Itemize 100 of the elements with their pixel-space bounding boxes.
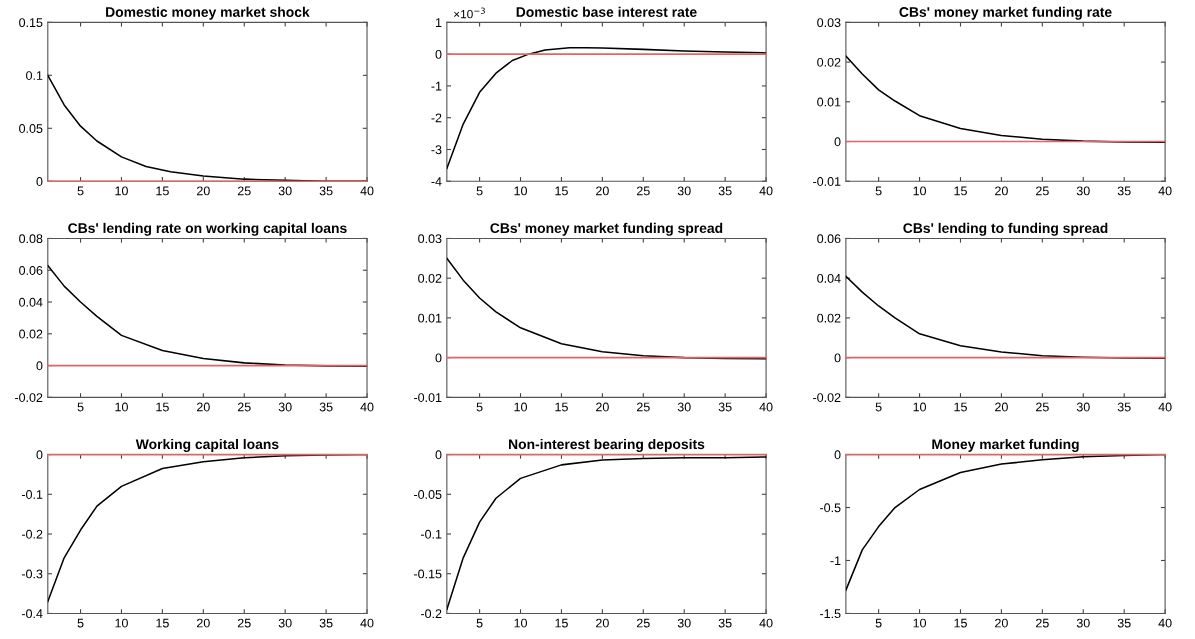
y-tick-label: -0.1 <box>21 490 43 499</box>
x-tick-label: 15 <box>954 186 967 196</box>
chart-title: Money market funding <box>932 438 1079 452</box>
y-tick-label: 0 <box>435 450 442 460</box>
y-tick-label: 0.1 <box>26 71 43 80</box>
y-tick-label: -2 <box>431 113 442 123</box>
y-tick-label: 0.04 <box>19 297 43 307</box>
x-tick-label: 5 <box>77 402 84 412</box>
x-tick-label: 30 <box>278 402 292 412</box>
x-tick-label: 25 <box>237 618 251 628</box>
line-series <box>446 456 767 611</box>
chart-title: Domestic base interest rate <box>516 6 697 17</box>
y-tick-label: -1.5 <box>820 609 841 619</box>
x-tick-label: 10 <box>913 186 927 196</box>
x-tick-label: 40 <box>360 186 374 196</box>
x-tick-label: 10 <box>514 186 527 196</box>
y-tick-label: 1 <box>435 18 442 27</box>
x-tick-label: 25 <box>636 186 650 196</box>
x-tick-label: 25 <box>1036 402 1049 412</box>
x-tick-label: 40 <box>1158 402 1172 412</box>
y-tick-label: 0.08 <box>19 234 43 244</box>
y-tick-label: 0.06 <box>19 266 43 275</box>
y-tick-label: 0 <box>435 353 442 363</box>
x-tick-label: 35 <box>718 402 732 412</box>
y-tick-label: 0.01 <box>418 313 442 323</box>
x-tick-label: 30 <box>677 402 691 412</box>
x-tick-label: 35 <box>1117 402 1131 412</box>
x-tick-label: 5 <box>77 186 84 196</box>
chart-title: Working capital loans <box>135 438 279 452</box>
x-tick-label: 35 <box>319 402 333 412</box>
y-tick-label: 0.06 <box>817 234 841 244</box>
x-tick-label: 40 <box>759 186 773 196</box>
x-tick-label: 10 <box>514 402 527 412</box>
y-tick-label: 0.15 <box>19 18 43 28</box>
x-tick-label: 40 <box>360 402 374 412</box>
line-series <box>47 264 368 367</box>
x-tick-label: 20 <box>596 618 609 628</box>
x-tick-label: 15 <box>156 402 169 412</box>
x-tick-label: 30 <box>278 618 292 628</box>
y-tick-label: -0.2 <box>21 529 43 539</box>
text: ×10$^{−3}$ <box>454 7 485 19</box>
x-tick-label: 30 <box>1076 402 1090 412</box>
y-tick-label: -1 <box>431 81 442 91</box>
x-tick-label: 30 <box>1076 186 1090 196</box>
x-tick-label: 40 <box>1158 186 1172 196</box>
y-tick-label: -0.02 <box>813 393 841 402</box>
y-tick-label: 0 <box>36 177 43 186</box>
chart-title: CBs' lending rate on working capital loans <box>68 222 347 236</box>
x-tick-label: 10 <box>514 618 527 628</box>
x-tick-label: 25 <box>1036 618 1049 628</box>
x-tick-label: 5 <box>476 186 483 196</box>
x-tick-label: 15 <box>555 402 568 412</box>
x-tick-label: 30 <box>1076 618 1090 628</box>
x-tick-label: 20 <box>995 402 1008 412</box>
y-tick-label: -0.05 <box>414 490 442 499</box>
y-tick-label: 0 <box>834 353 841 363</box>
x-tick-label: 35 <box>718 186 732 196</box>
x-tick-label: 30 <box>278 186 292 196</box>
x-tick-label: 25 <box>636 618 650 628</box>
y-tick-label: 0.02 <box>817 57 841 67</box>
x-tick-label: 25 <box>636 402 650 412</box>
x-tick-label: 15 <box>156 186 169 196</box>
x-tick-label: 20 <box>197 618 210 628</box>
y-tick-label: 0.03 <box>817 18 841 28</box>
x-tick-label: 25 <box>1036 186 1049 196</box>
y-tick-label: -0.4 <box>21 609 43 619</box>
line-series <box>446 257 767 360</box>
line-series <box>446 47 767 170</box>
x-tick-label: 35 <box>1117 186 1131 196</box>
x-tick-label: 20 <box>995 618 1008 628</box>
y-tick-label: -4 <box>431 177 442 186</box>
x-tick-label: 5 <box>875 402 882 412</box>
y-tick-label: 0.02 <box>418 273 442 283</box>
y-tick-label: 0.02 <box>817 313 841 323</box>
chart-title: CBs' lending to funding spread <box>903 222 1108 236</box>
x-tick-label: 35 <box>319 186 333 196</box>
x-tick-label: 40 <box>360 618 374 628</box>
y-tick-label: 0.05 <box>19 124 43 133</box>
x-tick-label: 15 <box>555 186 568 196</box>
x-tick-label: 25 <box>237 186 251 196</box>
x-tick-label: 30 <box>677 618 691 628</box>
x-tick-label: 15 <box>555 618 568 628</box>
x-tick-label: 15 <box>954 402 967 412</box>
y-tick-label: -0.1 <box>421 529 442 539</box>
chart-title: Domestic money market shock <box>106 6 310 20</box>
x-tick-label: 20 <box>596 402 609 412</box>
x-tick-label: 15 <box>954 618 967 628</box>
x-tick-label: 20 <box>995 186 1008 196</box>
x-tick-label: 5 <box>476 402 483 412</box>
x-tick-label: 20 <box>197 186 210 196</box>
x-tick-label: 10 <box>913 618 927 628</box>
x-tick-label: 15 <box>156 618 169 628</box>
chart-title: Non-interest bearing deposits <box>509 438 705 452</box>
x-tick-label: 40 <box>759 402 773 412</box>
y-tick-label: 0 <box>36 450 43 460</box>
x-tick-label: 10 <box>913 402 927 412</box>
x-tick-label: 20 <box>197 402 210 412</box>
x-tick-label: 5 <box>77 618 84 628</box>
y-tick-label: -3 <box>431 145 442 155</box>
y-tick-label: 0.04 <box>817 273 841 283</box>
